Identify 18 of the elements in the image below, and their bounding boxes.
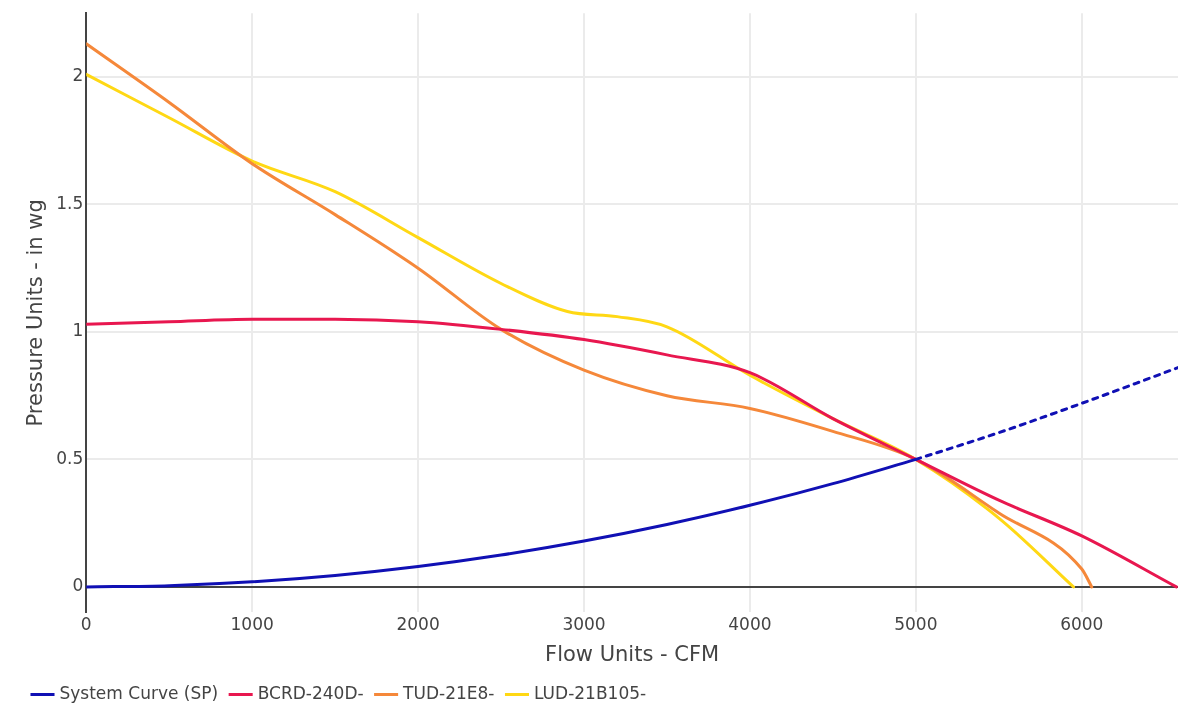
line-series [86,317,1178,589]
x-tick-label: 5000 [894,614,938,635]
x-tick-label: 6000 [1060,614,1104,635]
legend-label: TUD-21E8- [402,682,495,703]
x-axis-title: Flow Units - CFM [545,641,720,666]
x-tick-label: 2000 [396,614,440,635]
x-tick-label: 1000 [230,614,274,635]
legend-label: System Curve (SP) [59,682,219,703]
y-tick-label: 0.5 [56,447,84,468]
y-tick-label: 2 [72,65,84,86]
legend-label: LUD-21B105- [533,682,647,703]
y-tick-label: 1 [72,320,84,341]
legend-label: BCRD-240D- [257,682,364,703]
x-tick-label: 4000 [728,614,772,635]
y-axis-title: Pressure Units - in wg [23,199,48,427]
y-tick-label: 1.5 [56,192,84,213]
x-tick-label: 3000 [562,614,606,635]
y-tick-label: 0 [72,575,84,596]
